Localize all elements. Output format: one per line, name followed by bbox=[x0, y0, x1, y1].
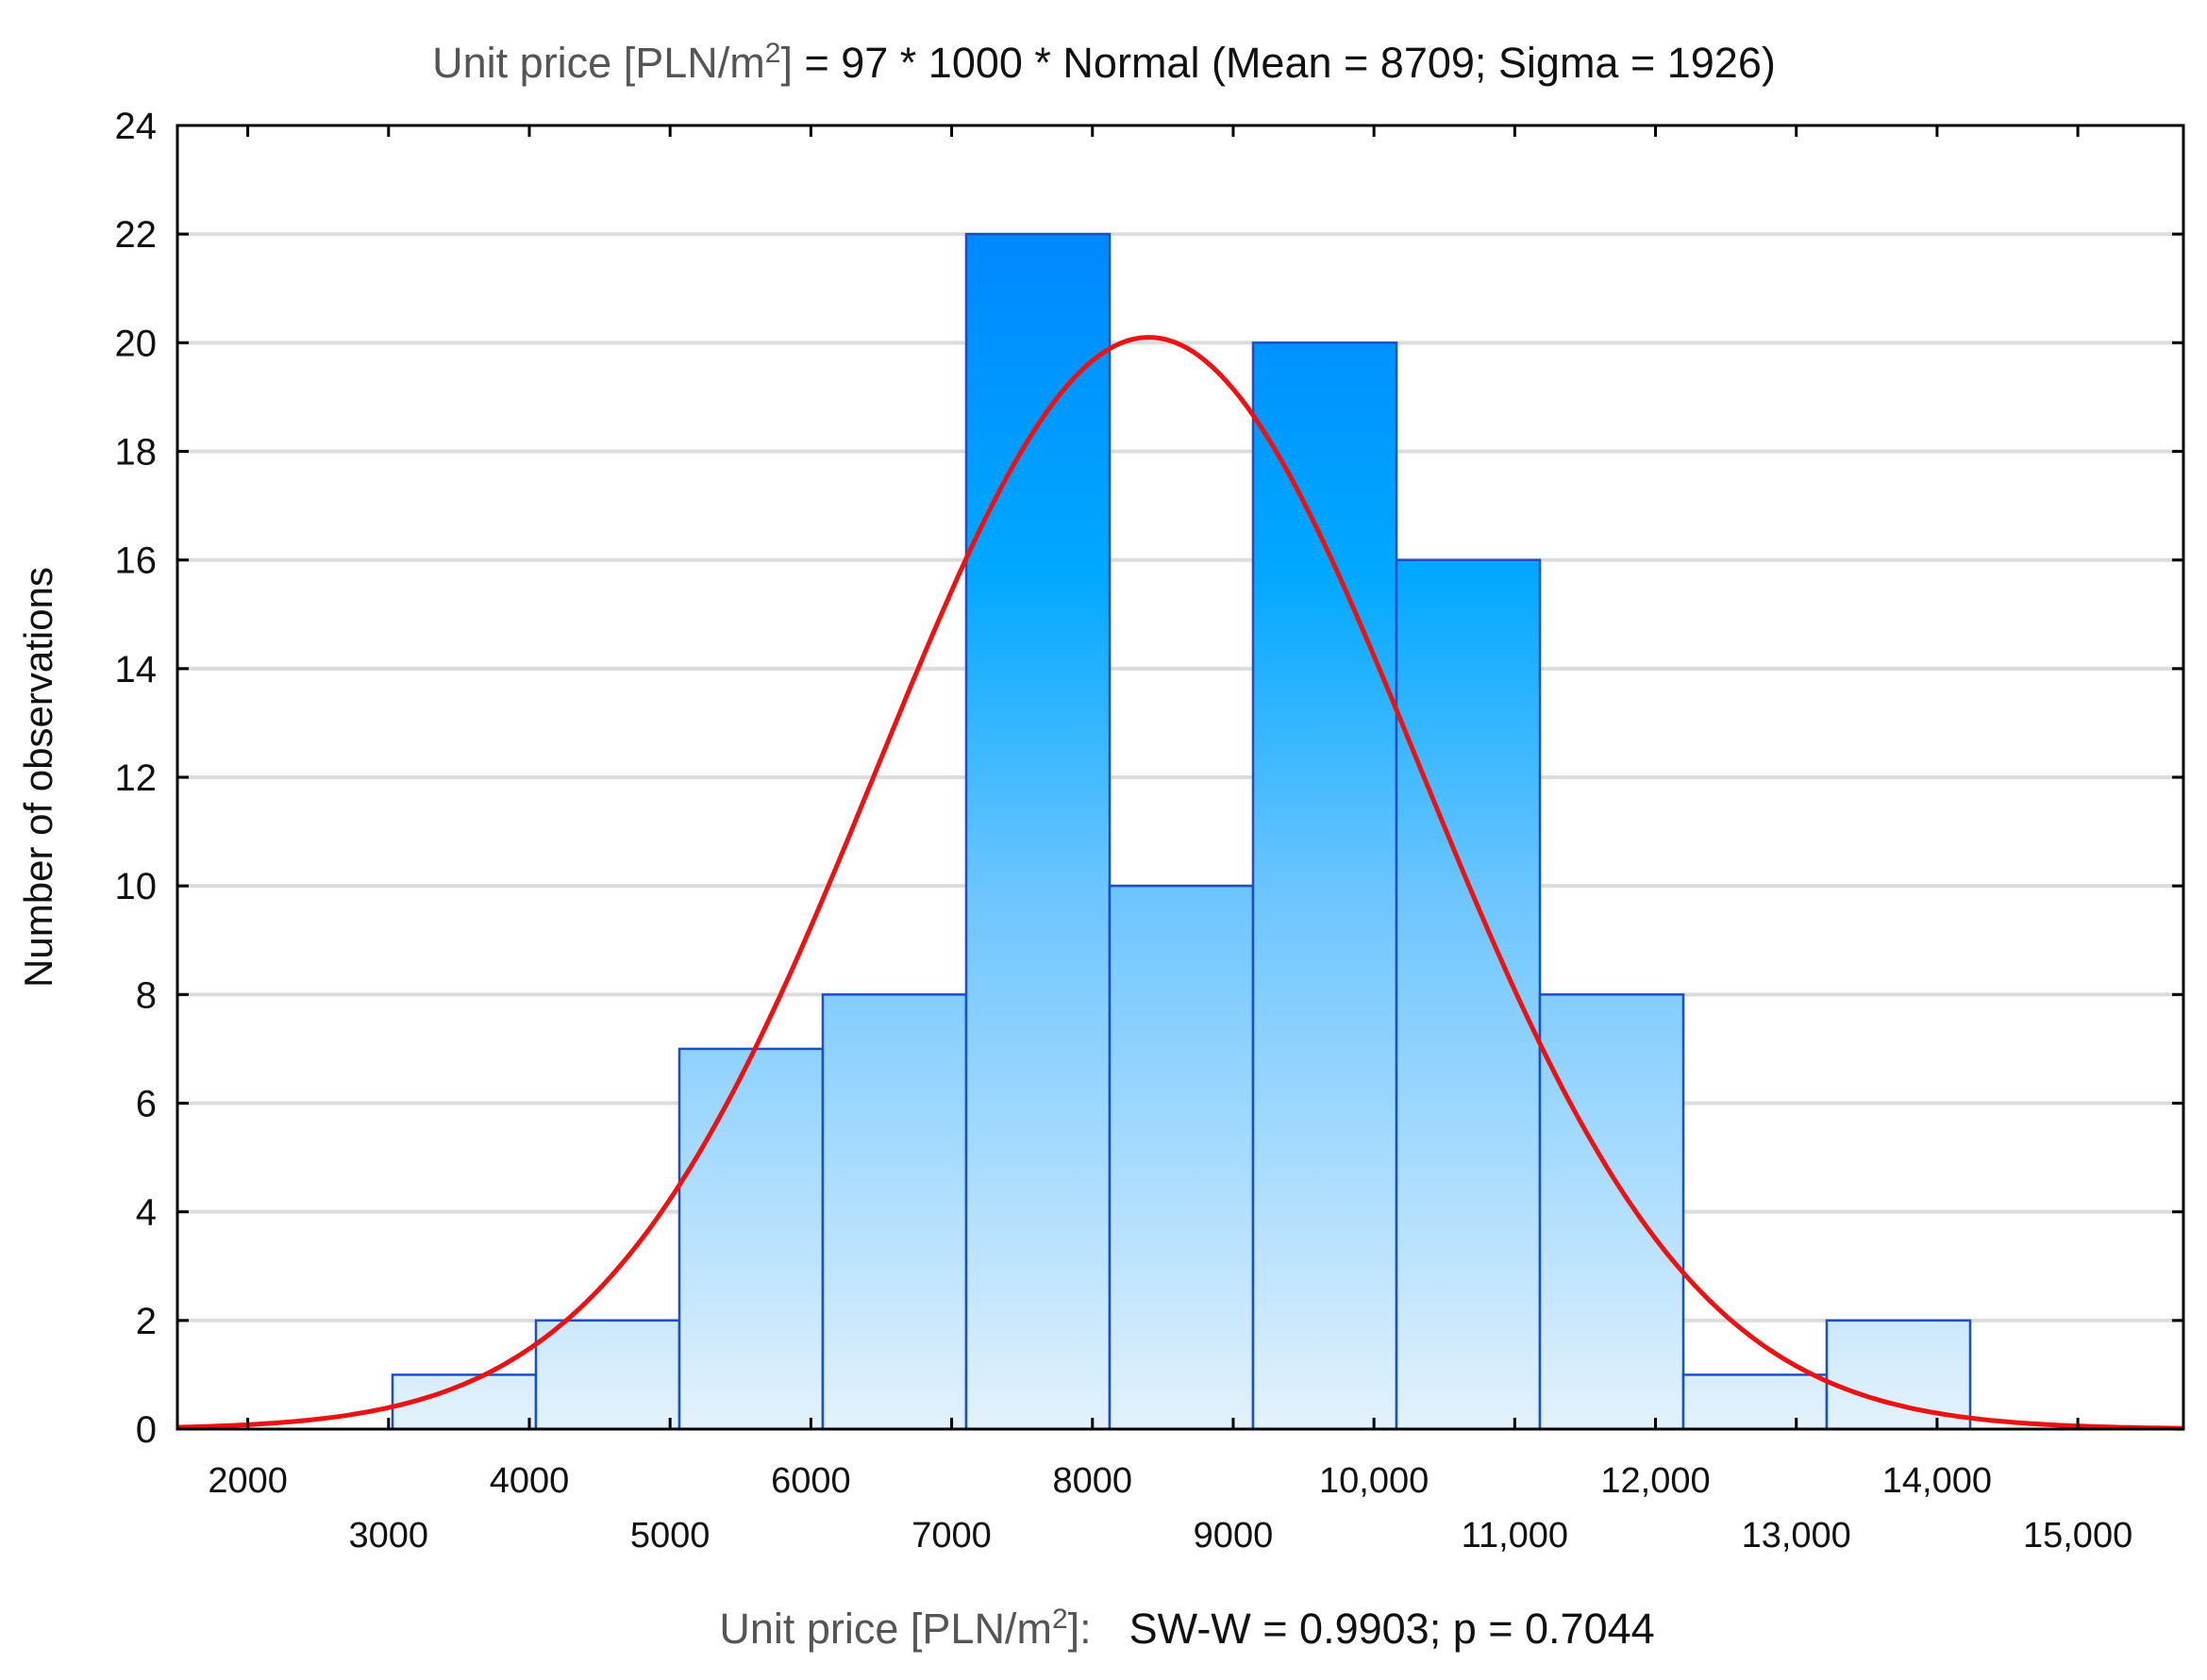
x-tick-labels: 2000 4000 6000 8000 10,000 12,000 14,000 3000 50… bbox=[208, 1461, 2132, 1555]
histogram-bar bbox=[1538, 993, 1685, 1431]
x-tick-label-upper: 8000 bbox=[1052, 1461, 1132, 1501]
chart-title-formula: = 97 * 1000 * Normal (Mean = 8709; Sigma… bbox=[793, 39, 1776, 87]
histogram-bar bbox=[964, 232, 1112, 1431]
y-tick-label: 16 bbox=[115, 541, 158, 582]
x-tick-label-lower: 7000 bbox=[911, 1516, 992, 1555]
histogram-bar bbox=[821, 993, 968, 1431]
x-axis-label: Unit price [PLN/m2]: SW-W = 0.9903; p = 0… bbox=[719, 1604, 1654, 1653]
y-tick-label: 24 bbox=[115, 106, 158, 147]
x-tick-label-lower: 3000 bbox=[349, 1516, 429, 1555]
y-tick-label: 0 bbox=[136, 1409, 157, 1451]
histogram-bar bbox=[677, 1047, 825, 1431]
axis-ticks bbox=[177, 124, 2183, 1431]
y-tick-label: 6 bbox=[136, 1084, 157, 1125]
x-axis-label-superscript: 2 bbox=[1052, 1604, 1068, 1635]
x-tick-label-upper: 2000 bbox=[208, 1461, 288, 1501]
y-tick-label: 18 bbox=[115, 432, 158, 474]
x-tick-label-lower: 11,000 bbox=[1462, 1516, 1568, 1555]
x-tick-label-lower: 15,000 bbox=[2023, 1516, 2132, 1555]
normal-curve bbox=[176, 335, 2184, 1431]
x-tick-label-lower: 9000 bbox=[1194, 1516, 1274, 1555]
y-tick-label: 12 bbox=[115, 757, 158, 799]
x-axis-label-stats: SW-W = 0.9903; p = 0.7044 bbox=[1129, 1605, 1655, 1653]
x-tick-label-upper: 6000 bbox=[771, 1461, 851, 1501]
y-axis-label: Number of observations bbox=[16, 567, 60, 988]
x-axis-label-bracket: ]: bbox=[1068, 1605, 1092, 1653]
histogram-bar bbox=[1251, 341, 1398, 1431]
normal-curve-layer bbox=[176, 335, 2184, 1431]
y-tick-label: 8 bbox=[136, 974, 157, 1016]
histogram-bar bbox=[1108, 884, 1255, 1431]
x-axis-label-prefix: Unit price [PLN/m bbox=[719, 1605, 1052, 1653]
chart-title: Unit price [PLN/m2] = 97 * 1000 * Normal… bbox=[432, 38, 1776, 87]
y-tick-label: 20 bbox=[115, 323, 158, 364]
y-tick-label: 4 bbox=[136, 1192, 157, 1234]
y-tick-label: 2 bbox=[136, 1301, 157, 1342]
chart-title-bracket: ] bbox=[780, 39, 793, 87]
y-tick-label: 22 bbox=[115, 214, 158, 256]
chart-title-prefix: Unit price [PLN/m bbox=[432, 39, 765, 87]
histogram-bar bbox=[534, 1319, 681, 1431]
histogram-bar bbox=[1681, 1373, 1829, 1431]
y-tick-label: 14 bbox=[115, 649, 158, 690]
x-tick-label-upper: 14,000 bbox=[1882, 1461, 1992, 1501]
x-tick-label-upper: 12,000 bbox=[1600, 1461, 1710, 1501]
x-tick-label-lower: 13,000 bbox=[1742, 1516, 1851, 1555]
chart-title-superscript: 2 bbox=[765, 38, 781, 69]
y-tick-label: 10 bbox=[115, 866, 158, 907]
x-tick-label-lower: 5000 bbox=[630, 1516, 711, 1555]
histogram-bars bbox=[391, 232, 1972, 1431]
x-tick-label-upper: 10,000 bbox=[1319, 1461, 1429, 1501]
histogram-bar bbox=[1825, 1319, 1972, 1431]
x-tick-label-upper: 4000 bbox=[490, 1461, 570, 1501]
